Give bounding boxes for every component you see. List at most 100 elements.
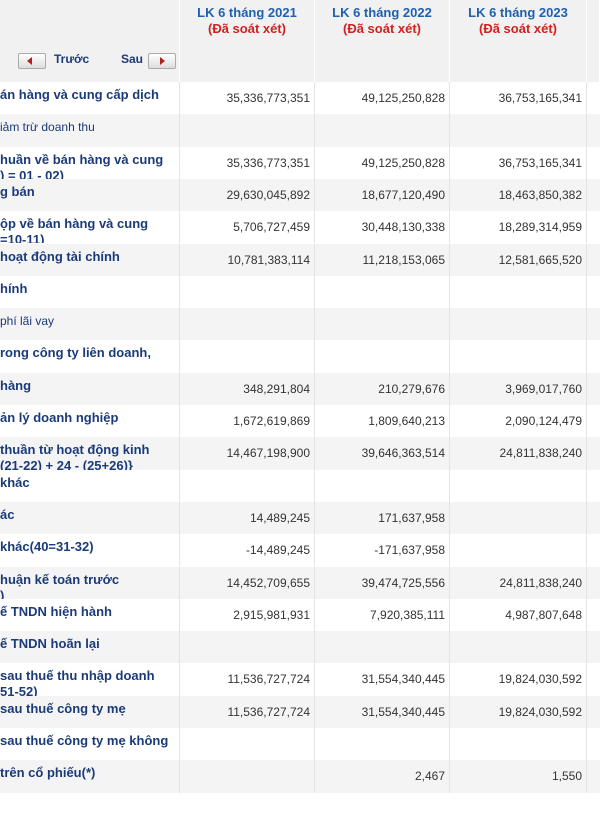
value-cell: 14,489,245 (180, 501, 315, 535)
value-cell (315, 340, 450, 373)
value-cell (315, 275, 450, 309)
value-cell (450, 469, 587, 502)
value-cell: 24,811,838,240 (450, 437, 587, 470)
value-cell: 14,467,198,900 (180, 437, 315, 470)
value-cell: 11,218,153,065 (315, 243, 450, 276)
value-cell (450, 114, 587, 147)
value-cell: 2,467 (315, 760, 450, 793)
value-cell: 12,581,665,520 (450, 243, 587, 276)
period: LK 6 tháng 2023 (468, 5, 568, 20)
row-label: ộp về bán hàng và cung =10-11) (0, 211, 180, 244)
row-extra (587, 340, 600, 373)
value-cell (450, 534, 587, 567)
value-cell: 36,753,165,341 (450, 82, 587, 115)
value-cell (180, 340, 315, 373)
value-cell: 14,452,709,655 (180, 566, 315, 599)
value-cell: 35,336,773,351 (180, 146, 315, 179)
value-cell: 49,125,250,828 (315, 82, 450, 115)
value-cell (180, 275, 315, 309)
row-label: huận kế toán trước ) (0, 566, 180, 599)
row-label: án hàng và cung cấp dịch (0, 82, 180, 115)
row-label: thuần từ hoạt động kinh (21-22) + 24 - (… (0, 437, 180, 470)
row-extra (587, 598, 600, 632)
value-cell: 31,554,340,445 (315, 663, 450, 696)
status: (Đã soát xét) (207, 21, 287, 36)
row-extra (587, 308, 600, 341)
row-extra (587, 728, 600, 761)
value-cell: 24,811,838,240 (450, 566, 587, 599)
value-cell: 49,125,250,828 (315, 146, 450, 179)
next-button[interactable] (148, 53, 176, 69)
value-cell: 10,781,383,114 (180, 243, 315, 276)
row-label: sau thuế thu nhập doanh 51-52) (0, 663, 180, 696)
value-cell (315, 631, 450, 664)
nav-header (0, 0, 180, 82)
value-cell: 39,646,363,514 (315, 437, 450, 470)
row-label: sau thuế công ty mẹ (0, 695, 180, 728)
column-header: LK 6 tháng 2021 (Đã soát xét) (180, 0, 315, 82)
value-cell: 5,706,727,459 (180, 211, 315, 244)
row-tail (0, 792, 600, 813)
row-label: hính (0, 275, 180, 309)
value-cell: 39,474,725,556 (315, 566, 450, 599)
row-label: ế TNDN hiện hành (0, 598, 180, 632)
value-cell: 11,536,727,724 (180, 695, 315, 728)
row-extra (587, 437, 600, 470)
value-cell: 210,279,676 (315, 372, 450, 405)
row-extra (587, 469, 600, 502)
value-cell (450, 631, 587, 664)
row-label: rong công ty liên doanh, (0, 340, 180, 373)
prev-button[interactable] (18, 53, 46, 69)
value-cell: 30,448,130,338 (315, 211, 450, 244)
row-extra (587, 114, 600, 147)
next-label[interactable]: Sau (121, 52, 144, 66)
value-cell: 2,915,981,931 (180, 598, 315, 632)
row-label: khác(40=31-32) (0, 534, 180, 567)
row-label: ản lý doanh nghiệp (0, 405, 180, 438)
value-cell: 348,291,804 (180, 372, 315, 405)
row-extra (587, 372, 600, 405)
row-extra (587, 695, 600, 728)
value-cell (315, 469, 450, 502)
row-label: g bán (0, 178, 180, 212)
row-extra (587, 243, 600, 276)
value-cell (450, 340, 587, 373)
row-extra (587, 211, 600, 244)
value-cell: 1,809,640,213 (315, 405, 450, 438)
status: (Đã soát xét) (478, 21, 558, 36)
row-extra (587, 534, 600, 567)
row-label: huần về bán hàng và cung ) = 01 - 02) (0, 146, 180, 179)
row-extra (587, 82, 600, 115)
value-cell: -14,489,245 (180, 534, 315, 567)
row-label: ác (0, 501, 180, 535)
row-label: hoạt động tài chính (0, 243, 180, 276)
column-header-extra (587, 0, 600, 82)
row-extra (587, 405, 600, 438)
row-label: sau thuế công ty mẹ không (0, 728, 180, 761)
value-cell: 18,463,850,382 (450, 178, 587, 212)
value-cell (180, 760, 315, 793)
prev-label[interactable]: Trước (54, 52, 90, 66)
value-cell (450, 501, 587, 535)
row-extra (587, 566, 600, 599)
row-label: hàng (0, 372, 180, 405)
value-cell: 29,630,045,892 (180, 178, 315, 212)
value-cell (180, 114, 315, 147)
value-cell: 31,554,340,445 (315, 695, 450, 728)
row-extra (587, 663, 600, 696)
value-cell: 18,289,314,959 (450, 211, 587, 244)
row-extra (587, 631, 600, 664)
value-cell (450, 728, 587, 761)
row-extra (587, 760, 600, 793)
column-header: LK 6 tháng 2022 (Đã soát xét) (315, 0, 450, 82)
value-cell: 7,920,385,111 (315, 598, 450, 632)
row-extra (587, 275, 600, 309)
value-cell (450, 308, 587, 341)
value-cell: 171,637,958 (315, 501, 450, 535)
value-cell: 3,969,017,760 (450, 372, 587, 405)
value-cell (180, 631, 315, 664)
value-cell: 2,090,124,479 (450, 405, 587, 438)
row-label: phí lãi vay (0, 308, 180, 341)
value-cell (180, 728, 315, 761)
